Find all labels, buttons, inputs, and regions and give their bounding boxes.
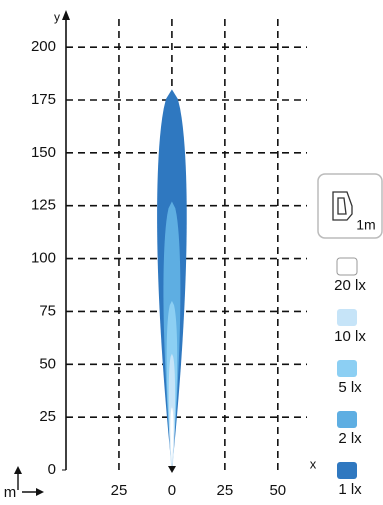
- icon-lamp: [332, 191, 353, 221]
- legend-swatch: [337, 309, 357, 326]
- unit-arrow-up-head: [14, 466, 22, 474]
- y-tick-label: 75: [39, 302, 56, 319]
- icon-box: [317, 173, 383, 239]
- y-axis-arrow: [62, 10, 70, 20]
- legend-label: 5 lx: [338, 379, 362, 396]
- y-tick-label: 25: [39, 408, 56, 425]
- unit-arrow-right-head: [36, 488, 44, 496]
- y-tick-label: 150: [31, 144, 56, 161]
- legend-swatch: [337, 360, 357, 377]
- y-tick-label: 0: [48, 461, 56, 478]
- y-tick-label: 175: [31, 91, 56, 108]
- legend-label: 1 lx: [338, 481, 362, 498]
- origin-marker: [168, 466, 176, 473]
- y-tick-label: 200: [31, 38, 56, 55]
- y-tick-label: 125: [31, 197, 56, 214]
- legend-label: 2 lx: [338, 430, 362, 447]
- x-tick-label: 25: [217, 482, 234, 499]
- legend-label: 10 lx: [334, 328, 366, 345]
- legend-label: 20 lx: [334, 277, 366, 294]
- isolux-contour: [169, 405, 175, 471]
- unit-label: m: [4, 484, 17, 500]
- y-axis-label: y: [54, 10, 60, 24]
- x-axis-label: x: [310, 456, 317, 471]
- legend-swatch: [337, 462, 357, 479]
- y-tick-label: 100: [31, 250, 56, 267]
- x-tick-label: 25: [111, 482, 128, 499]
- legend-swatch: [336, 257, 358, 276]
- icon-label: 1m: [356, 217, 375, 233]
- y-tick-label: 50: [39, 355, 56, 372]
- x-tick-label: 0: [168, 482, 176, 499]
- icon: 1m: [317, 173, 383, 239]
- x-tick-label: 50: [269, 482, 286, 499]
- legend-swatch: [337, 411, 357, 428]
